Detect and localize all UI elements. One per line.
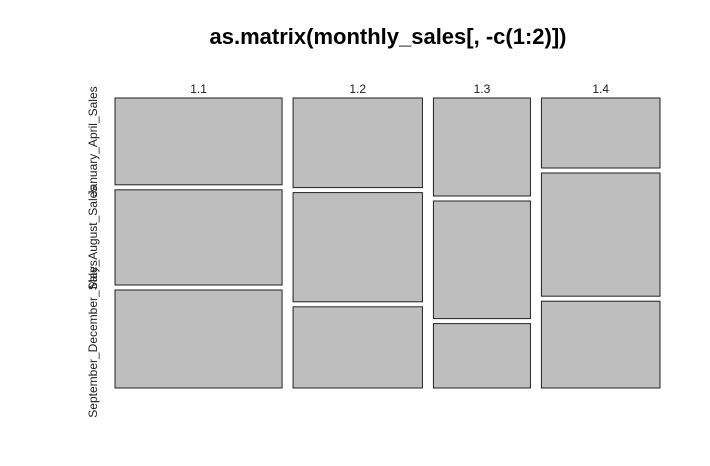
mosaic-tile — [292, 306, 423, 389]
column-label: 1.2 — [349, 82, 366, 96]
mosaic-tile — [540, 172, 661, 297]
mosaic-tile — [540, 300, 661, 389]
mosaic-tile — [292, 97, 423, 189]
mosaic-tile — [432, 200, 531, 320]
row-labels: January_April_SalesMay_August_SalesSepte… — [86, 86, 100, 417]
column-label: 1.3 — [474, 82, 491, 96]
column-label: 1.4 — [592, 82, 609, 96]
mosaic-tile — [432, 97, 531, 197]
mosaic-tile — [114, 97, 283, 186]
mosaic-tile — [292, 192, 423, 303]
column-labels: 1.1 1.2 1.3 1.4 — [190, 82, 609, 96]
row-label: January_April_Sales — [86, 86, 100, 196]
mosaic-tile — [114, 189, 283, 286]
mosaic-tiles — [114, 97, 661, 389]
mosaic-tile — [114, 289, 283, 389]
row-label: May_August_Sales — [86, 186, 100, 289]
column-label: 1.1 — [190, 82, 207, 96]
row-label: September_December_Sales — [86, 260, 100, 417]
mosaic-tile — [540, 97, 661, 169]
mosaic-tile — [432, 323, 531, 389]
chart-title: as.matrix(monthly_sales[, -c(1:2)]) — [210, 24, 567, 49]
